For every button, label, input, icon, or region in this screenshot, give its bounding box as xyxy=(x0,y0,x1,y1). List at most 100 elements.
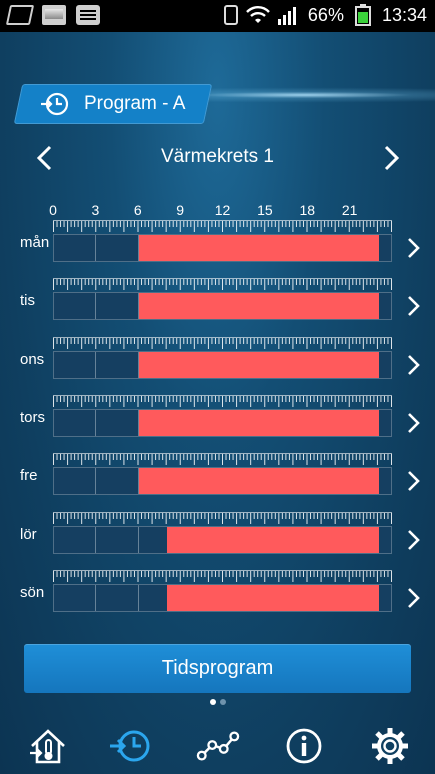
schedule-track xyxy=(53,467,392,496)
edit-day-button[interactable] xyxy=(404,528,422,552)
segment-divider xyxy=(137,351,139,378)
segment-divider xyxy=(95,235,97,261)
previous-circuit-button[interactable] xyxy=(32,144,58,172)
chevron-right-icon xyxy=(408,529,420,550)
day-label: lör xyxy=(20,525,37,543)
hour-label: 6 xyxy=(133,202,142,218)
hour-label: 15 xyxy=(257,202,273,218)
time-ruler xyxy=(53,511,392,525)
time-ruler xyxy=(53,394,392,408)
schedule-track xyxy=(53,350,392,379)
edit-day-button[interactable] xyxy=(404,294,422,318)
segment-divider xyxy=(95,468,97,495)
chevron-left-icon xyxy=(36,145,52,171)
signal-icon xyxy=(277,5,300,25)
vibrate-icon xyxy=(223,5,238,25)
segment-divider xyxy=(95,293,97,320)
home-tab[interactable] xyxy=(26,726,70,766)
segment-divider xyxy=(137,526,139,553)
sim-card-icon xyxy=(5,5,35,25)
message-icon xyxy=(76,5,100,25)
info-icon xyxy=(286,728,322,764)
segment-divider xyxy=(137,235,139,261)
edit-day-button[interactable] xyxy=(404,353,422,377)
chevron-right-icon xyxy=(408,587,420,608)
battery-percent: 66% xyxy=(307,4,344,25)
day-schedule-bar[interactable] xyxy=(53,336,392,379)
time-program-button[interactable]: Tidsprogram xyxy=(24,644,411,693)
hour-label: 18 xyxy=(299,202,316,218)
segment-divider xyxy=(95,584,97,611)
heating-period xyxy=(138,468,379,495)
time-ruler xyxy=(53,278,392,291)
segment-divider xyxy=(137,468,139,495)
time-ruler xyxy=(53,569,392,583)
hour-label: 12 xyxy=(214,202,231,218)
day-label: fre xyxy=(20,467,38,485)
day-schedule-bar[interactable] xyxy=(53,453,392,496)
heating-period xyxy=(138,351,379,378)
chevron-right-icon xyxy=(408,471,420,492)
edit-day-button[interactable] xyxy=(404,469,422,493)
day-schedule-bar[interactable] xyxy=(53,511,392,554)
heating-period xyxy=(138,409,379,436)
chart-line-icon xyxy=(196,731,240,761)
bottom-nav xyxy=(0,714,435,774)
schedule-track xyxy=(53,408,392,437)
segment-divider xyxy=(137,584,139,611)
chevron-right-icon xyxy=(408,296,420,317)
heating-period xyxy=(138,293,379,320)
page-indicator xyxy=(0,699,435,705)
segment-divider xyxy=(137,409,139,436)
day-schedule-bar[interactable] xyxy=(53,394,392,437)
time-ruler xyxy=(53,336,392,350)
day-label: tors xyxy=(20,408,46,426)
schedule-track xyxy=(53,292,392,321)
clock-arrow-icon xyxy=(110,730,150,762)
day-label: ons xyxy=(20,350,45,368)
time-ruler xyxy=(53,453,392,466)
heating-period xyxy=(167,584,379,611)
chart-tab[interactable] xyxy=(196,726,240,766)
status-bar: 66% 13:34 xyxy=(0,0,435,32)
segment-divider xyxy=(95,526,97,553)
segment-divider xyxy=(137,293,139,320)
schedule-tab[interactable] xyxy=(108,726,152,766)
clock-time: 13:34 xyxy=(381,4,427,25)
battery-icon xyxy=(352,4,374,26)
hour-label: 9 xyxy=(176,202,185,218)
edit-day-button[interactable] xyxy=(404,236,422,260)
info-tab[interactable] xyxy=(282,726,326,766)
next-circuit-button[interactable] xyxy=(378,144,404,172)
program-tab[interactable]: Program - A xyxy=(13,84,213,124)
page-dot-1 xyxy=(209,699,216,705)
day-label: sön xyxy=(20,583,45,601)
schedule-track xyxy=(53,234,392,262)
house-thermometer-icon xyxy=(30,729,65,764)
time-ruler xyxy=(53,220,392,233)
day-schedule-bar[interactable] xyxy=(53,220,392,262)
chevron-right-icon xyxy=(408,354,420,375)
edit-day-button[interactable] xyxy=(404,411,422,435)
heating-period xyxy=(167,526,379,553)
hour-label: 3 xyxy=(91,202,100,218)
schedule-track xyxy=(53,583,392,612)
day-schedule-bar[interactable] xyxy=(53,278,392,321)
segment-divider xyxy=(95,351,97,378)
chevron-right-icon xyxy=(384,145,400,171)
day-label: tis xyxy=(20,292,35,310)
day-label: mån xyxy=(20,234,50,251)
edit-day-button[interactable] xyxy=(404,586,422,610)
settings-tab[interactable] xyxy=(368,726,412,766)
day-schedule-bar[interactable] xyxy=(53,569,392,612)
program-label: Program - A xyxy=(84,93,186,114)
page-dot-2 xyxy=(219,699,226,705)
clock-arrow-icon xyxy=(40,91,70,117)
hour-label: 0 xyxy=(49,202,57,218)
chevron-right-icon xyxy=(408,412,420,433)
image-icon xyxy=(42,5,66,25)
gear-icon xyxy=(372,728,408,764)
segment-divider xyxy=(95,409,97,436)
chevron-right-icon xyxy=(408,238,420,258)
hour-label: 21 xyxy=(341,202,358,218)
